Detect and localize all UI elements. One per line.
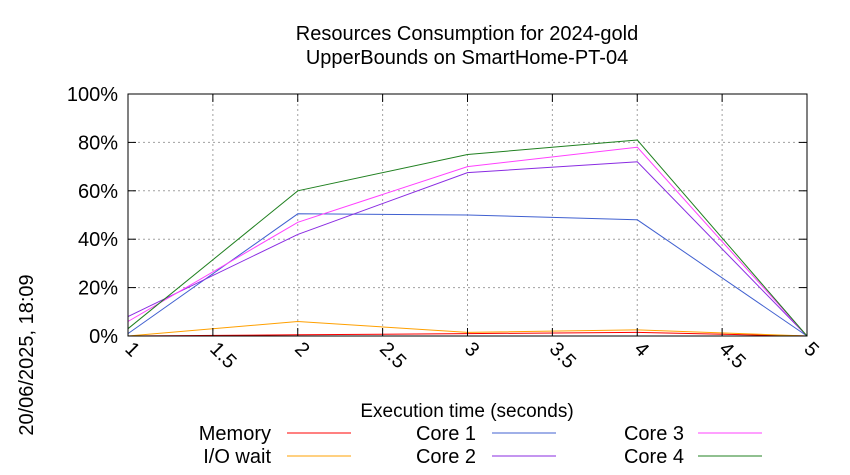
y-tick-label: 80% xyxy=(78,132,118,154)
y-tick-label: 60% xyxy=(78,181,118,203)
chart-title-line-1: Resources Consumption for 2024-gold xyxy=(296,23,638,45)
y-tick-label: 40% xyxy=(78,229,118,251)
x-tick-label: 1 xyxy=(120,338,143,361)
series-line-core-3 xyxy=(127,146,808,337)
legend-label: Core 1 xyxy=(416,423,476,445)
y-tick-label: 20% xyxy=(78,278,118,300)
x-tick-label: 4.5 xyxy=(715,338,750,373)
y-tick-label: 0% xyxy=(89,326,118,348)
series-line-core-1 xyxy=(127,213,808,337)
y-axis-ticks: 0% 20% 40% 60% 80% 100% xyxy=(67,84,807,348)
x-tick-label: 3.5 xyxy=(545,338,580,373)
legend-label: Core 3 xyxy=(624,423,684,445)
series-line-core-2 xyxy=(127,161,808,337)
x-axis-ticks: 1 1.5 2 2.5 3 3.5 4 4.5 5 xyxy=(120,94,823,373)
x-tick-label: 5 xyxy=(799,338,822,361)
legend-label: Core 2 xyxy=(416,446,476,468)
series-line-core-4 xyxy=(127,139,808,337)
legend-label: Memory xyxy=(199,423,271,445)
y-tick-label: 100% xyxy=(67,84,118,106)
x-tick-label: 4 xyxy=(630,338,653,361)
legend-label: Core 4 xyxy=(624,446,684,468)
legend-label: I/O wait xyxy=(203,446,271,468)
x-axis-label: Execution time (seconds) xyxy=(360,401,573,422)
chart-title-line-2: UpperBounds on SmartHome-PT-04 xyxy=(306,47,628,69)
timestamp: 20/06/2025, 18:09 xyxy=(16,274,38,435)
x-tick-label: 3 xyxy=(460,338,483,361)
x-tick-label: 1.5 xyxy=(205,338,240,373)
grid xyxy=(128,94,807,336)
x-tick-label: 2.5 xyxy=(375,338,410,373)
x-tick-label: 2 xyxy=(290,338,313,361)
